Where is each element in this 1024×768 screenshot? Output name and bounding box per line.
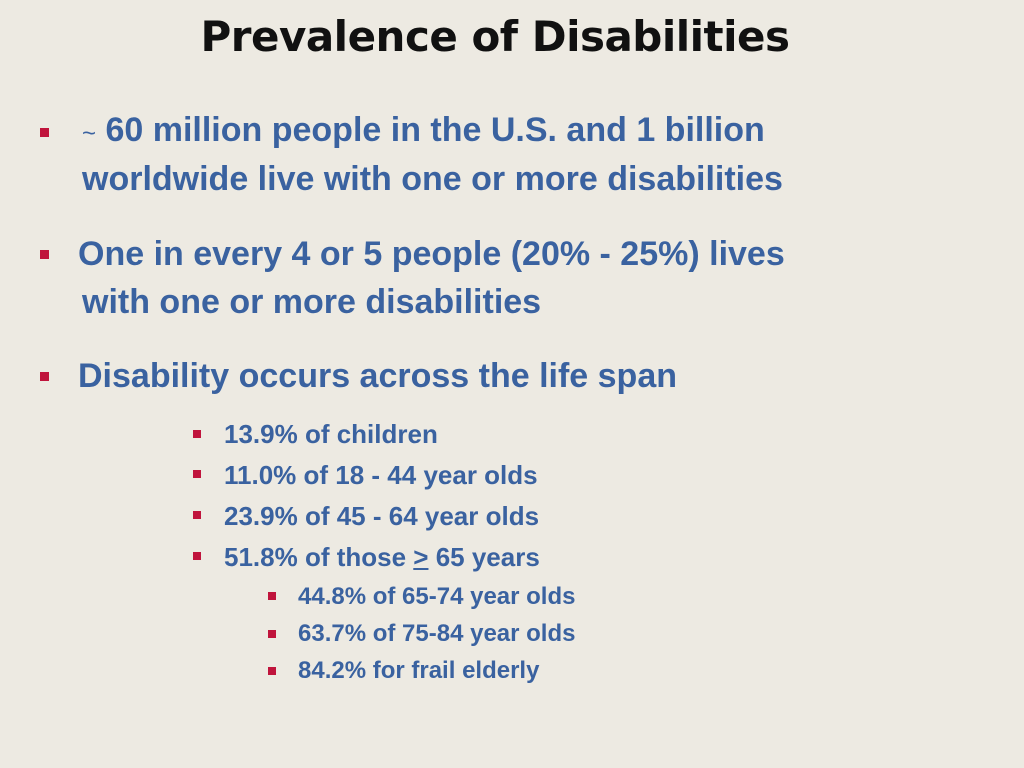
sub-sub-bullet-marker bbox=[268, 630, 276, 638]
bullet-1-text: 60 million people in the U.S. and 1 bill… bbox=[105, 111, 765, 149]
bullet-marker bbox=[40, 372, 49, 381]
bullet-1-line-2: worldwide live with one or more disabili… bbox=[82, 160, 783, 198]
greater-equal-symbol: > bbox=[413, 542, 429, 572]
bullet-2-line-2: with one or more disabilities bbox=[82, 283, 542, 321]
sub-bullet-marker bbox=[193, 470, 201, 478]
sub-item-45-64: 23.9% of 45 - 64 year olds bbox=[224, 501, 540, 531]
sub-bullet-marker bbox=[193, 552, 201, 560]
sub-item-18-44: 11.0% of 18 - 44 year olds bbox=[224, 460, 538, 490]
bullet-3-line-1: Disability occurs across the life span bbox=[78, 357, 678, 395]
bullet-1-line-1: ~ 60 million people in the U.S. and 1 bi… bbox=[82, 106, 765, 158]
bullet-2-line-1: One in every 4 or 5 people (20% - 25%) l… bbox=[78, 235, 785, 273]
sub-bullet-marker bbox=[193, 430, 201, 438]
sub-sub-item-65-74: 44.8% of 65-74 year olds bbox=[298, 583, 576, 610]
slide-title: Prevalence of Disabilities bbox=[200, 12, 790, 61]
sub-sub-item-frail-elderly: 84.2% for frail elderly bbox=[298, 657, 540, 684]
sub-item-65-plus-after: 65 years bbox=[428, 542, 540, 572]
sub-item-65-plus-before: 51.8% of those bbox=[224, 542, 414, 572]
sub-sub-bullet-marker bbox=[268, 592, 276, 600]
sub-item-65-plus: 51.8% of those > 65 years bbox=[224, 537, 540, 577]
sub-sub-item-75-84: 63.7% of 75-84 year olds bbox=[298, 620, 576, 647]
sub-item-children: 13.9% of children bbox=[224, 419, 438, 449]
sub-bullet-marker bbox=[193, 511, 201, 519]
bullet-marker bbox=[40, 128, 49, 137]
tilde-symbol: ~ bbox=[82, 120, 97, 147]
bullet-marker bbox=[40, 250, 49, 259]
sub-sub-bullet-marker bbox=[268, 667, 276, 675]
